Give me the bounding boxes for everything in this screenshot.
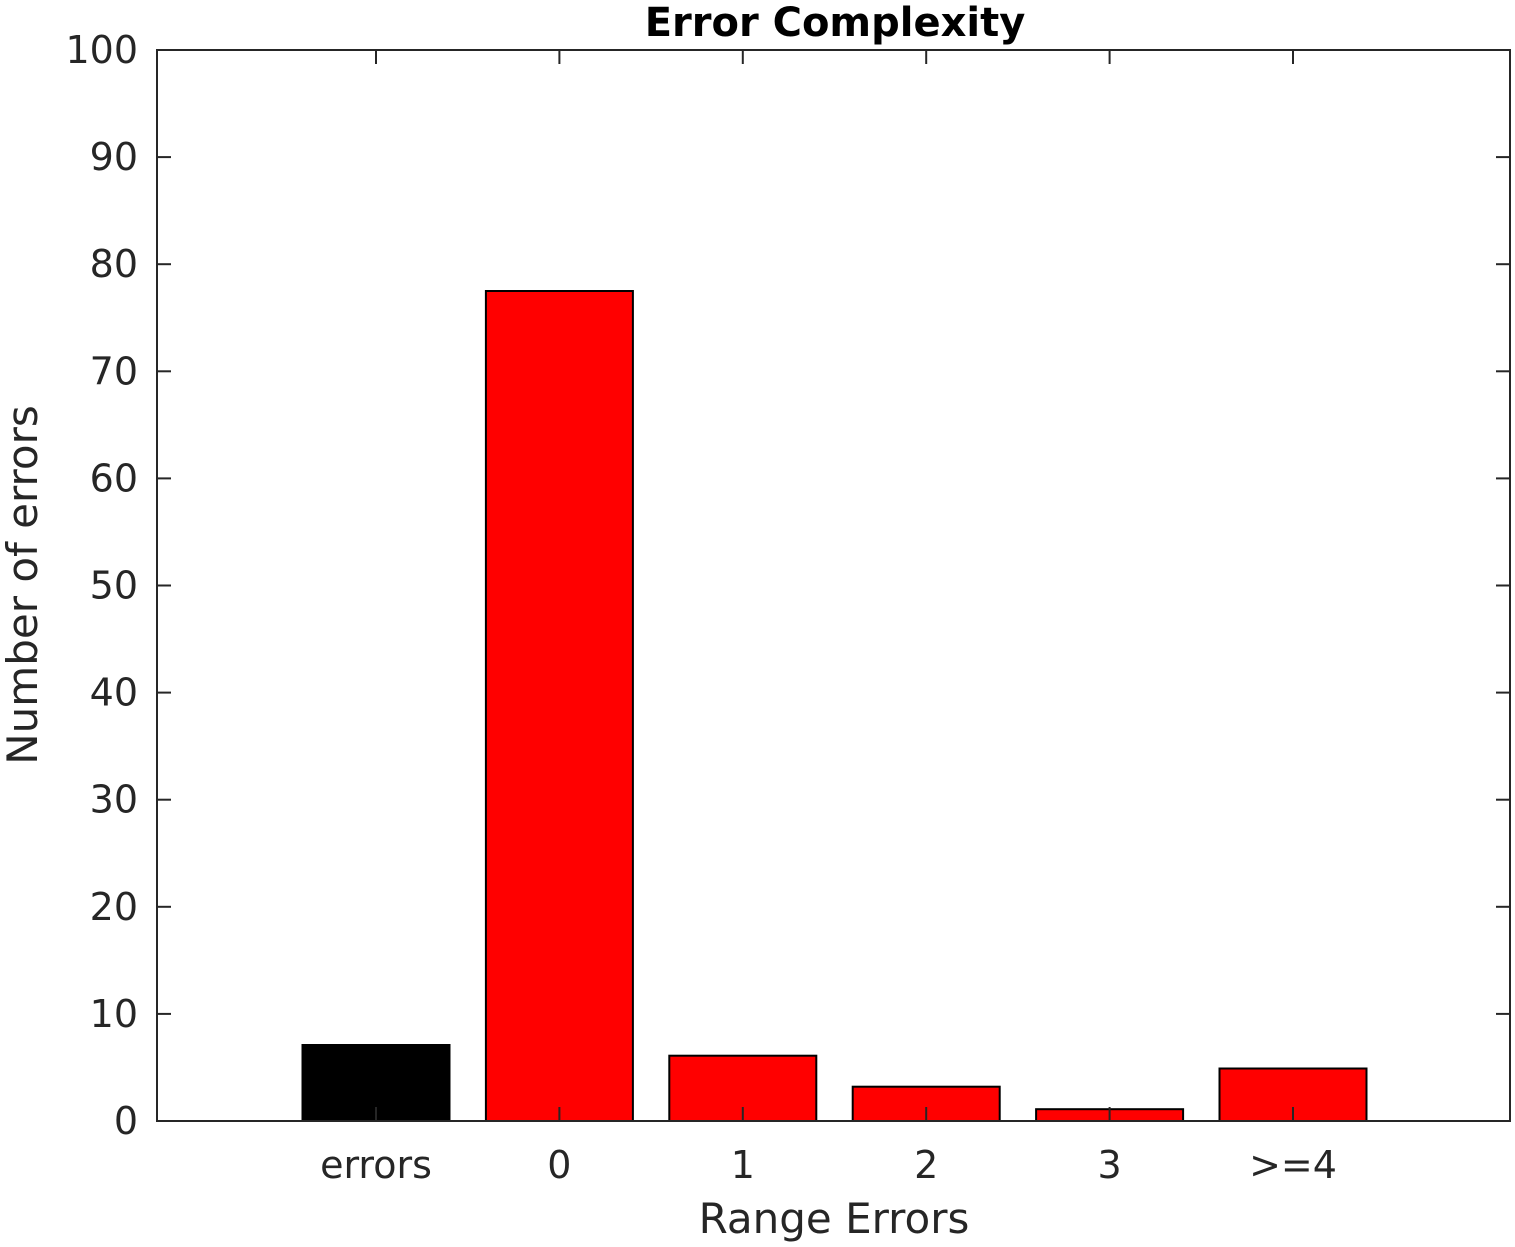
y-tick-label-4: 40 bbox=[90, 671, 138, 715]
y-tick-label-0: 0 bbox=[114, 1099, 138, 1143]
x-tick-label-5: >=4 bbox=[1249, 1143, 1337, 1187]
bar-1 bbox=[484, 290, 634, 1122]
chart-title: Error Complexity bbox=[645, 0, 1026, 46]
x-tick-label-0: errors bbox=[320, 1143, 432, 1187]
y-tick-label-8: 80 bbox=[90, 242, 138, 286]
plot-frame bbox=[156, 49, 1511, 1122]
x-tick-label-3: 2 bbox=[914, 1143, 938, 1187]
y-axis-label: Number of errors bbox=[0, 405, 47, 764]
x-axis-label: Range Errors bbox=[699, 1194, 970, 1243]
y-tick-label-6: 60 bbox=[90, 456, 138, 500]
y-tick-label-9: 90 bbox=[90, 135, 138, 179]
x-tick-label-1: 0 bbox=[547, 1143, 571, 1187]
y-tick-label-3: 30 bbox=[90, 778, 138, 822]
y-tick-label-10: 100 bbox=[65, 28, 138, 72]
y-tick-label-1: 10 bbox=[90, 992, 138, 1036]
ticks-layer: errors 0 1 2 3 >=4 0 10 20 30 40 50 60 70 80 90 100 bbox=[65, 28, 1510, 1187]
y-tick-label-7: 70 bbox=[90, 349, 138, 393]
x-tick-label-2: 1 bbox=[731, 1143, 755, 1187]
x-tick-label-4: 3 bbox=[1098, 1143, 1122, 1187]
y-tick-label-5: 50 bbox=[90, 564, 138, 608]
plot-area bbox=[157, 50, 1510, 1121]
y-tick-label-2: 20 bbox=[90, 885, 138, 929]
